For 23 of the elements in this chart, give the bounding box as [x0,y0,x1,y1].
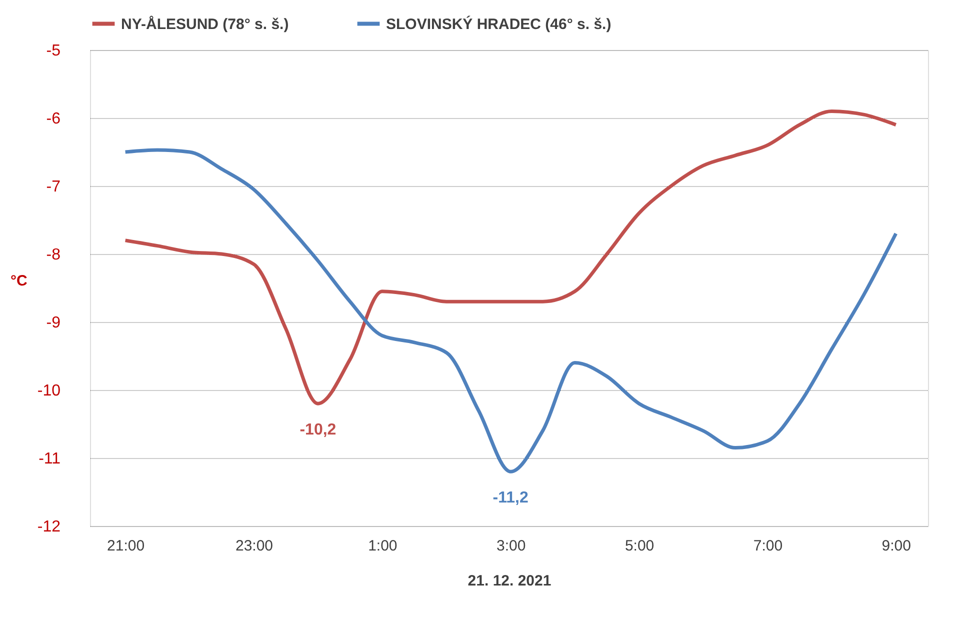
x-axis-title: 21. 12. 2021 [468,572,552,590]
x-tick-label: 3:00 [496,538,526,554]
y-tick-label: -8 [46,246,61,264]
x-tick-label: 7:00 [753,538,783,554]
x-tick-label: 9:00 [882,538,911,554]
line-series [124,109,898,406]
x-tick-label: 1:00 [368,538,398,554]
y-tick-label: -11 [38,450,61,468]
y-tick-label: -6 [46,110,61,128]
line-series [124,148,898,474]
x-tick-label: 23:00 [235,538,274,554]
y-tick-label: -12 [37,518,61,536]
legend-label: NY-ÅLESUND (78° s. š.) [121,14,289,33]
annotation: -10,2 [300,422,336,439]
y-tick-label: -5 [46,42,61,60]
y-tick-label: -10 [37,382,61,400]
annotation: -11,2 [492,490,528,507]
x-tick-label: 5:00 [624,538,654,554]
y-tick-label: -9 [46,314,61,332]
x-tick-label: 21:00 [107,538,145,554]
legend-label: SLOVINSKÝ HRADEC (46° s. š.) [386,14,612,33]
y-axis-title: °C [10,272,28,290]
y-tick-label: -7 [46,178,61,196]
